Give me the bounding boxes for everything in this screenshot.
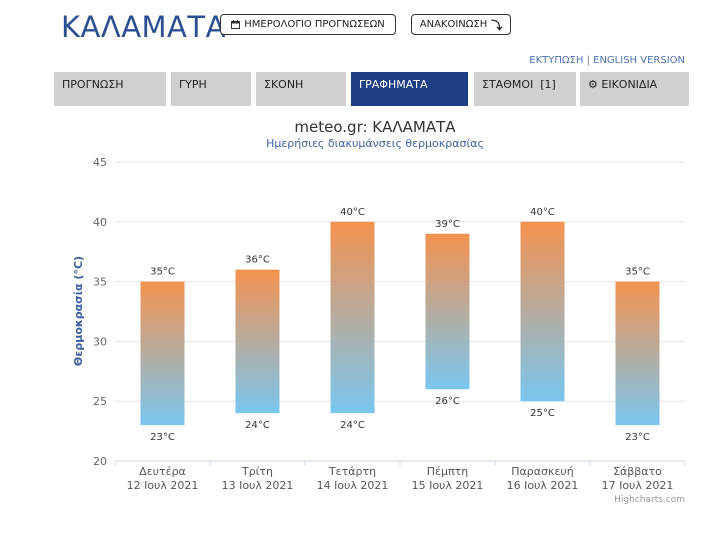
x-category-date: 14 Ιουλ 2021 bbox=[317, 479, 389, 492]
low-temp-label: 24°C bbox=[245, 420, 270, 431]
x-category-day: Σάββατο bbox=[613, 465, 662, 478]
tab-charts[interactable]: ΓΡΑΦΗΜΑΤΑ bbox=[351, 72, 468, 106]
low-temp-label: 26°C bbox=[435, 396, 460, 407]
temperature-bar bbox=[615, 281, 660, 426]
high-temp-label: 35°C bbox=[150, 267, 175, 278]
chart-subtitle: Ημερήσιες διακυμάνσεις θερμοκρασίας bbox=[266, 137, 484, 150]
tab-stations[interactable]: ΣΤΑΘΜΟΙ [1] bbox=[474, 72, 576, 106]
highcharts-credit[interactable]: Highcharts.com bbox=[614, 495, 685, 505]
announcement-label: ΑΝΑΚΟΙΝΩΣΗ bbox=[419, 19, 488, 30]
high-temp-label: 36°C bbox=[245, 255, 270, 266]
gear-icon: ⚙ bbox=[588, 78, 598, 91]
x-category-day: Τετάρτη bbox=[328, 465, 376, 478]
english-version-link[interactable]: ENGLISH VERSION bbox=[593, 55, 685, 66]
data-labels: 35°C 23°C 36°C 24°C 40°C 24°C 39°C 26°C 40°C 25°C… bbox=[150, 207, 650, 443]
high-temp-label: 40°C bbox=[340, 207, 365, 218]
high-temp-label: 35°C bbox=[625, 267, 650, 278]
y-tick-label: 25 bbox=[93, 395, 107, 408]
temperature-bar bbox=[235, 269, 280, 414]
turn-down-arrow-icon: ⤵ bbox=[491, 18, 503, 32]
temperature-bar bbox=[140, 281, 185, 426]
bar-series bbox=[140, 221, 660, 426]
tab-forecast-label: ΠΡΟΓΝΩΣΗ bbox=[62, 78, 124, 91]
tab-charts-label: ΓΡΑΦΗΜΑΤΑ bbox=[359, 78, 428, 91]
x-category-date: 16 Ιουλ 2021 bbox=[507, 479, 579, 492]
x-category-date: 13 Ιουλ 2021 bbox=[222, 479, 294, 492]
x-category-day: Τρίτη bbox=[241, 465, 273, 478]
tab-icons-label: ΕΙΚΟΝΙΔΙΑ bbox=[601, 78, 658, 91]
forecast-calendar-button[interactable]: ΗΜΕΡΟΛΟΓΙΟ ΠΡΟΓΝΩΣΕΩΝ bbox=[220, 14, 396, 35]
high-temp-label: 39°C bbox=[435, 219, 460, 230]
temperature-bar bbox=[330, 221, 375, 414]
x-category-date: 17 Ιουλ 2021 bbox=[602, 479, 674, 492]
tab-pollen[interactable]: ΓΥΡΗ bbox=[171, 72, 251, 106]
chart-title: meteo.gr: ΚΑΛΑΜΑΤΑ bbox=[294, 118, 456, 136]
low-temp-label: 23°C bbox=[625, 432, 650, 443]
tab-forecast[interactable]: ΠΡΟΓΝΩΣΗ bbox=[54, 72, 166, 106]
high-temp-label: 40°C bbox=[530, 207, 555, 218]
x-category-day: Παρασκευή bbox=[511, 465, 574, 478]
x-category-date: 12 Ιουλ 2021 bbox=[127, 479, 199, 492]
tab-dust-label: ΣΚΟΝΗ bbox=[264, 78, 304, 91]
tab-dust[interactable]: ΣΚΟΝΗ bbox=[256, 72, 346, 106]
y-tick-label: 40 bbox=[93, 216, 107, 229]
temperature-bar bbox=[520, 221, 565, 402]
city-title: ΚΑΛΑΜΑΤΑ bbox=[61, 10, 226, 44]
link-separator: | bbox=[586, 55, 590, 66]
tab-stations-label: ΣΤΑΘΜΟΙ [1] bbox=[482, 78, 556, 91]
forecast-calendar-label: ΗΜΕΡΟΛΟΓΙΟ ΠΡΟΓΝΩΣΕΩΝ bbox=[244, 19, 385, 30]
calendar-icon bbox=[231, 20, 241, 29]
tab-pollen-label: ΓΥΡΗ bbox=[179, 78, 207, 91]
x-category-date: 15 Ιουλ 2021 bbox=[412, 479, 484, 492]
tab-icons[interactable]: ⚙ ΕΙΚΟΝΙΔΙΑ bbox=[580, 72, 689, 106]
y-tick-label: 35 bbox=[93, 276, 107, 289]
x-category-day: Πέμπτη bbox=[427, 465, 468, 478]
low-temp-label: 24°C bbox=[340, 420, 365, 431]
y-tick-label: 30 bbox=[93, 335, 107, 348]
low-temp-label: 23°C bbox=[150, 432, 175, 443]
y-axis-title: Θερμοκρασία (°C) bbox=[72, 256, 85, 366]
print-link[interactable]: ΕΚΤΥΠΩΣΗ bbox=[529, 55, 584, 66]
y-tick-label: 45 bbox=[93, 156, 107, 169]
announcement-button[interactable]: ΑΝΑΚΟΙΝΩΣΗ ⤵ bbox=[411, 14, 511, 35]
top-links: ΕΚΤΥΠΩΣΗ | ENGLISH VERSION bbox=[529, 55, 685, 66]
temperature-bar bbox=[425, 233, 470, 390]
x-category-day: Δευτέρα bbox=[139, 465, 186, 478]
low-temp-label: 25°C bbox=[530, 408, 555, 419]
y-tick-label: 20 bbox=[93, 455, 107, 468]
